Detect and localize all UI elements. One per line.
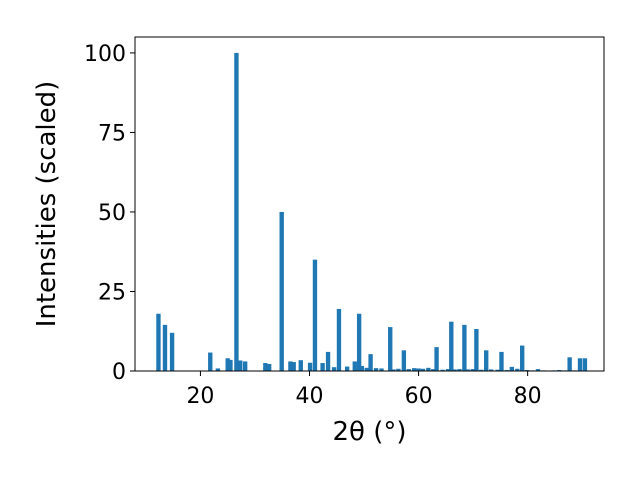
bar [312,259,318,371]
bar [356,313,362,371]
bar [391,369,396,371]
y-tick-label: 100 [84,42,126,67]
bar [462,324,467,371]
y-tick-label: 75 [98,121,126,146]
bar [582,358,588,371]
y-tick-label: 0 [112,360,126,385]
bar [325,351,331,371]
bar [434,347,439,371]
bar [263,363,268,371]
bar [288,361,293,371]
bar [225,358,230,371]
y-axis-ticks: 0 25 50 75 100 [84,42,135,385]
bar [307,362,313,371]
bar [228,359,233,371]
x-tick-label: 40 [296,384,324,409]
bar [457,369,462,371]
bar [495,369,500,371]
bar [320,363,325,371]
bar [336,308,342,371]
bar [291,362,296,371]
bar [388,327,393,371]
bar [364,367,369,371]
bar [234,52,239,372]
bar [535,369,541,371]
bar [352,361,357,371]
bar [401,350,407,371]
bar [359,365,365,371]
bar [488,369,494,371]
bar [331,367,337,371]
bar [242,361,248,371]
bar [279,211,284,371]
bar [208,352,213,371]
bar [509,366,515,371]
bar [426,367,431,371]
bar [344,366,350,371]
y-tick-label: 25 [98,280,126,305]
bar [406,369,411,371]
x-axis-ticks: 20 40 60 80 [186,371,542,409]
y-tick-label: 50 [98,201,126,226]
bar [445,369,451,371]
bar [215,368,221,371]
x-tick-label: 20 [186,384,214,409]
bar [238,360,243,371]
bar [520,345,525,371]
x-tick-label: 60 [405,384,433,409]
bar [499,351,504,371]
bar [452,369,457,371]
bar [420,368,426,371]
bar [479,369,484,371]
bar [470,369,476,371]
bar [466,369,471,371]
bar [266,364,272,371]
bar [431,369,436,371]
y-axis-label: Intensities (scaled) [32,81,62,328]
bar [379,368,384,371]
bar [449,321,454,371]
bar [162,324,168,371]
bar [577,358,583,371]
bar [567,357,572,371]
bar [484,350,489,371]
bar [412,368,417,371]
bar [474,329,479,371]
bar [396,368,401,371]
plot-frame [134,36,605,372]
bar [373,368,379,371]
x-tick-label: 80 [514,384,542,409]
bar [440,369,445,371]
bar [416,368,421,371]
bar [368,354,373,371]
bars-group [156,52,588,372]
bar [515,368,520,371]
bar [169,332,175,371]
bar [298,360,303,371]
bar [156,313,161,371]
x-axis-label: 2θ (°) [332,417,406,447]
